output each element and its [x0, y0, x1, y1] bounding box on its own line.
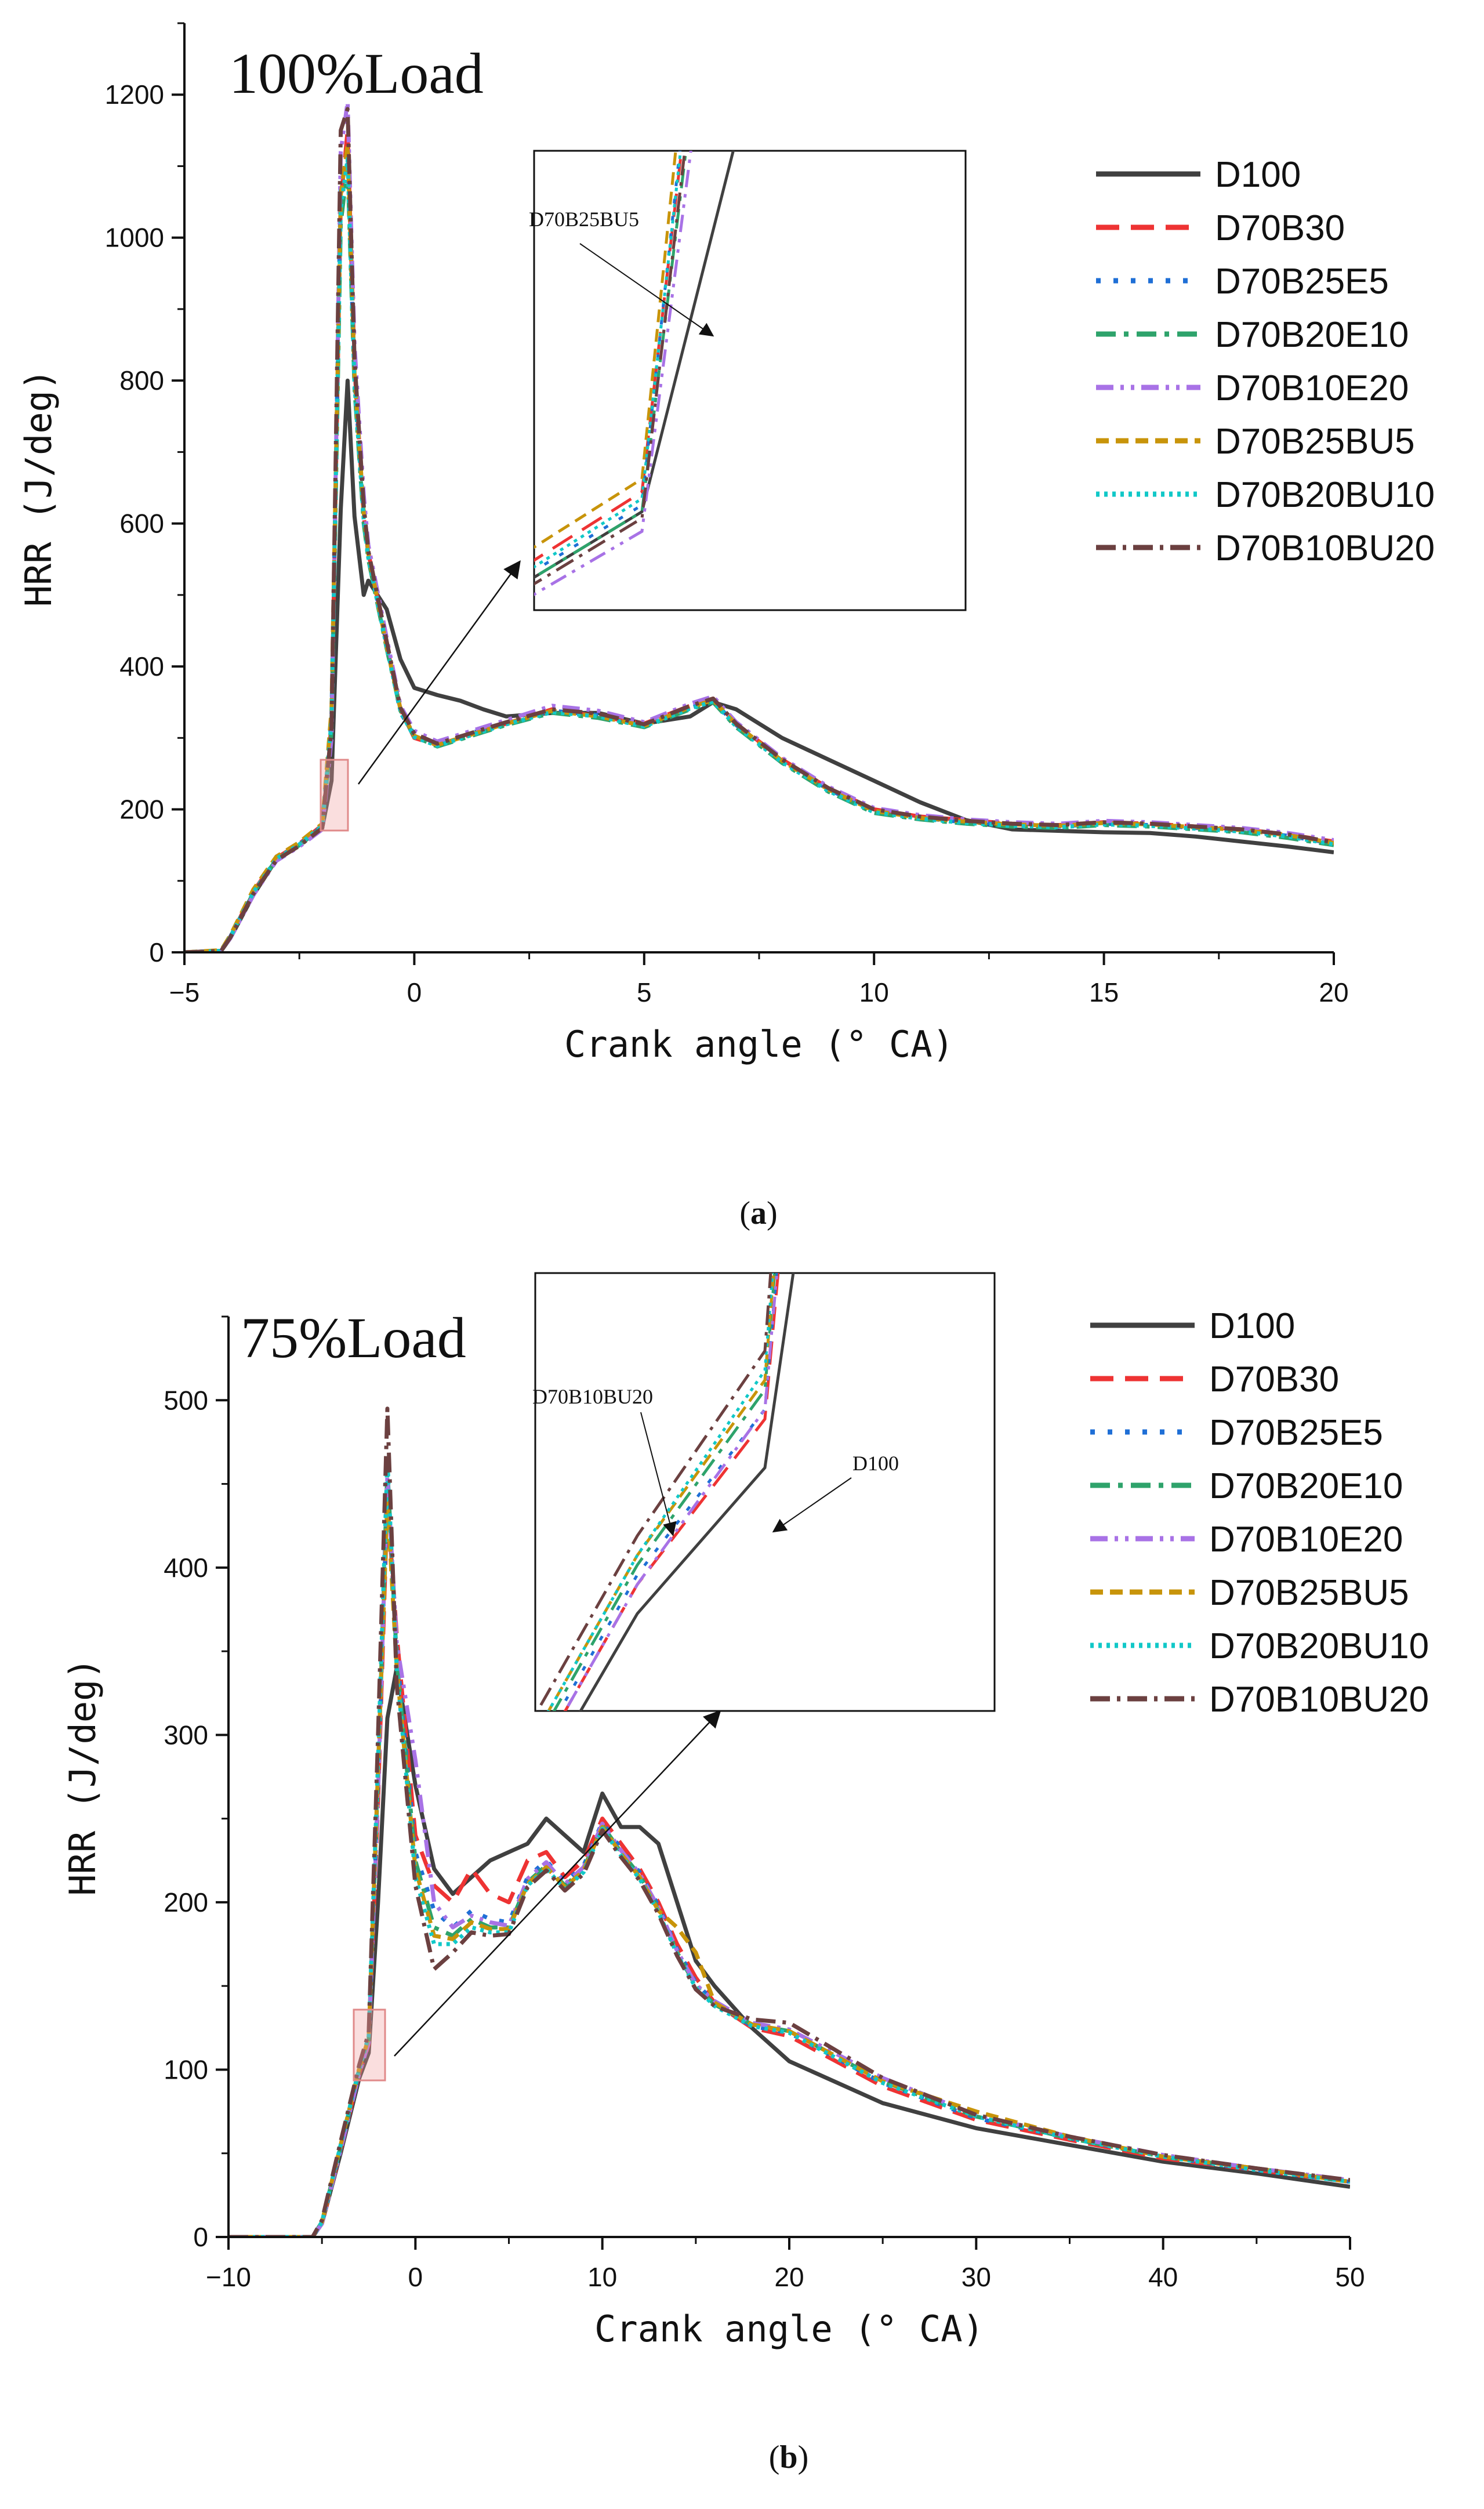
- legend-label: D70B25E5: [1215, 262, 1389, 302]
- inset-line-d70b10bu20: [534, 151, 687, 586]
- x-axis-label: Crank angle (° CA): [564, 1023, 954, 1065]
- inset-line-d70b20bu10: [534, 151, 683, 569]
- x-tick-label: 50: [1335, 2262, 1365, 2292]
- x-tick-label: 15: [1089, 977, 1119, 1007]
- x-axis-label: Crank angle (° CA): [594, 2308, 984, 2350]
- y-tick-label: 500: [164, 1385, 208, 1415]
- legend-label: D70B25BU5: [1209, 1573, 1409, 1613]
- legend-label: D70B10BU20: [1209, 1680, 1429, 1720]
- legend-label: D70B25BU5: [1215, 422, 1415, 462]
- x-tick-label: 20: [1319, 977, 1348, 1007]
- inset-plot: [534, 151, 735, 596]
- legend-label: D70B30: [1209, 1359, 1339, 1399]
- inset-line-d70b10e20: [534, 151, 692, 596]
- legend-label: D100: [1215, 155, 1301, 195]
- inset-annotation: D70B10BU20: [532, 1385, 653, 1408]
- x-tick-label: 0: [407, 977, 422, 1007]
- x-tick-label: 5: [637, 977, 652, 1007]
- series-line-d100: [228, 1666, 1350, 2237]
- zoom-arrow: [357, 560, 521, 785]
- x-tick-label: 10: [859, 977, 889, 1007]
- zoom-arrow: [394, 1710, 721, 2057]
- y-tick-label: 100: [164, 2054, 208, 2084]
- panel-caption: (b): [769, 2439, 808, 2475]
- inset-line-d70b25e5: [534, 151, 681, 573]
- legend-label: D70B20BU10: [1209, 1626, 1429, 1666]
- y-tick-label: 800: [119, 365, 164, 396]
- x-tick-label: −10: [206, 2262, 251, 2292]
- y-tick-label: 400: [119, 651, 164, 681]
- y-axis-label: HRR (J/deg): [61, 1658, 104, 1896]
- series-line-d70b30: [228, 1498, 1350, 2237]
- x-tick-label: 10: [587, 2262, 617, 2292]
- y-tick-label: 0: [149, 937, 164, 967]
- zoom-box: [353, 2008, 386, 2082]
- legend-label: D70B10E20: [1215, 368, 1409, 408]
- series-line-d70b10bu20: [184, 107, 1334, 952]
- x-tick-label: 30: [961, 2262, 991, 2292]
- legend-label: D70B20E10: [1209, 1466, 1403, 1506]
- y-tick-label: 400: [164, 1553, 208, 1583]
- plot-area: [184, 100, 1334, 952]
- series-line-d70b10bu20: [228, 1406, 1350, 2237]
- legend-label: D70B25E5: [1209, 1413, 1383, 1453]
- x-tick-label: 0: [408, 2262, 423, 2292]
- plot-area: [228, 1406, 1350, 2237]
- inset-annotation: D100: [852, 1452, 899, 1475]
- y-tick-label: 600: [119, 509, 164, 539]
- inset-annotation: D70B25BU5: [529, 208, 639, 231]
- y-tick-label: 0: [193, 2222, 208, 2252]
- inset-annotation-arrow: [579, 243, 714, 337]
- zoom-box: [320, 759, 349, 832]
- series-line-d70b20bu10: [228, 1456, 1350, 2237]
- y-tick-label: 200: [119, 795, 164, 825]
- x-tick-label: −5: [169, 977, 199, 1007]
- y-tick-label: 1000: [105, 223, 164, 253]
- legend-label: D70B20E10: [1215, 315, 1409, 355]
- chart-title: 100%Load: [229, 41, 484, 106]
- inset-annotation-arrow: [640, 1412, 677, 1536]
- y-axis-label: HRR (J/deg): [17, 369, 60, 607]
- chart-title: 75%Load: [241, 1306, 466, 1370]
- x-tick-label: 20: [774, 2262, 804, 2292]
- legend: D100 D70B30 D70B25E5 D70B20E10 D70B10E20 D70B…: [1096, 155, 1435, 568]
- legend-label: D70B20BU10: [1215, 475, 1435, 515]
- legend: D100 D70B30 D70B25E5 D70B20E10 D70B10E20 D70B…: [1090, 1306, 1429, 1720]
- panel-caption: (a): [739, 1195, 777, 1231]
- y-tick-label: 1200: [105, 79, 164, 110]
- legend-label: D70B30: [1215, 208, 1345, 248]
- x-tick-label: 40: [1148, 2262, 1178, 2292]
- inset-line-d100: [534, 151, 735, 579]
- legend-label: D70B10BU20: [1215, 528, 1435, 568]
- inset-line-d70b20e10: [534, 151, 688, 579]
- inset-annotation-arrow: [772, 1477, 852, 1533]
- y-tick-label: 200: [164, 1887, 208, 1917]
- legend-label: D100: [1209, 1306, 1295, 1346]
- legend-label: D70B10E20: [1209, 1520, 1403, 1560]
- y-tick-label: 300: [164, 1720, 208, 1750]
